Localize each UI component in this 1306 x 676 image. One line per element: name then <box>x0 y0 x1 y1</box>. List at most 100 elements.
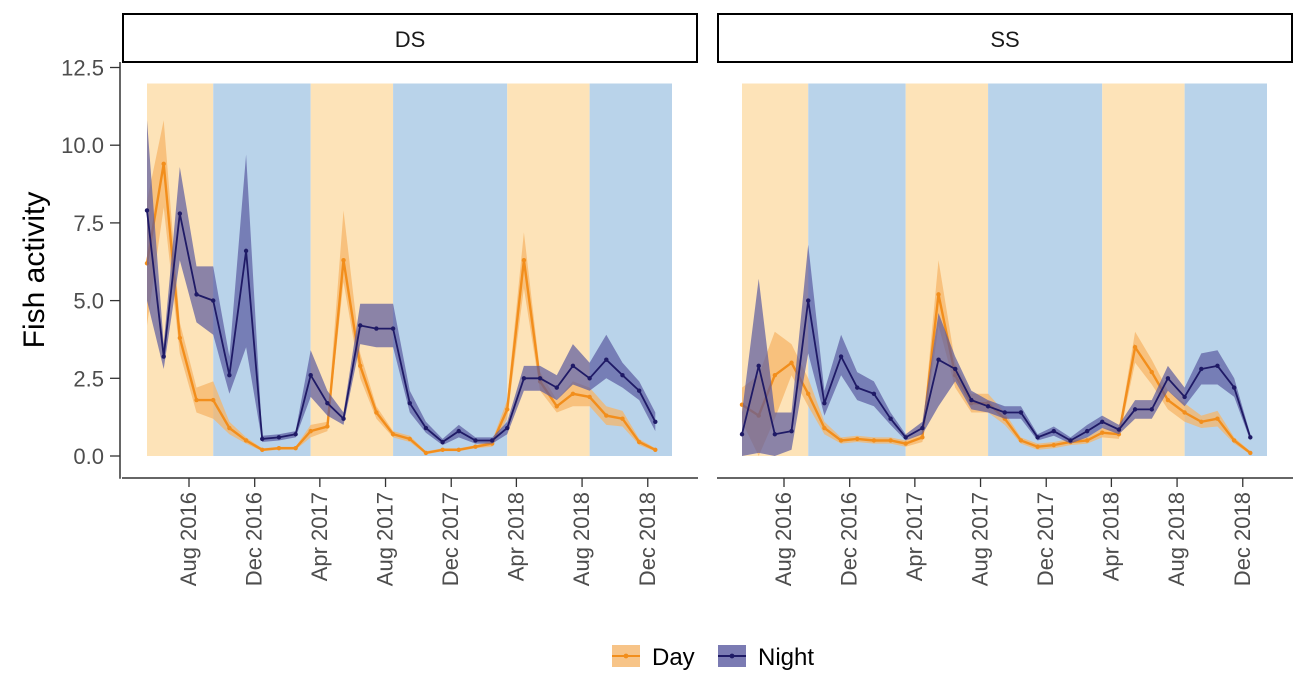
data-point-night <box>570 363 576 369</box>
x-tick-label: Aug 2018 <box>569 492 594 586</box>
data-point-night <box>969 397 974 403</box>
data-point-night <box>1165 376 1171 381</box>
facet-panel-ds: DS Aug 2016 Dec 2016 Apr 2017 Aug 2017 Dec 20… <box>122 13 698 586</box>
data-point-day <box>1199 419 1204 425</box>
x-tick-label: Aug 2018 <box>1164 492 1189 586</box>
data-point-day <box>789 360 794 365</box>
legend-point-day <box>623 653 629 659</box>
data-point-day <box>1035 444 1040 449</box>
data-point-day <box>871 438 877 443</box>
data-point-night <box>341 416 346 421</box>
data-point-night <box>260 436 265 442</box>
facet-panel-ss: SS Aug 2016 Dec 2016 Apr 2017 Aug 2017 Dec 20… <box>717 13 1293 586</box>
data-point-day <box>1165 397 1171 403</box>
data-point-night <box>276 435 282 440</box>
data-point-night <box>440 439 445 445</box>
data-point-night <box>920 425 925 431</box>
data-point-day <box>341 257 346 263</box>
data-point-day <box>260 447 265 452</box>
data-point-night <box>1051 428 1056 434</box>
legend-label-day: Day <box>652 644 695 671</box>
data-point-day <box>505 407 510 412</box>
data-point-day <box>920 435 925 440</box>
data-point-night <box>855 385 860 390</box>
data-point-night <box>1231 385 1237 390</box>
data-point-day <box>855 436 860 442</box>
data-point-day <box>276 446 282 451</box>
data-point-day <box>1100 430 1105 435</box>
x-tick-label: Aug 2017 <box>968 492 993 586</box>
data-point-night <box>521 376 527 381</box>
data-point-night <box>953 366 958 372</box>
data-point-day <box>1084 438 1090 443</box>
facet-strip <box>122 13 698 63</box>
data-point-day <box>806 391 811 397</box>
data-point-day <box>161 161 166 167</box>
data-point-night <box>653 419 658 425</box>
data-point-day <box>374 410 379 415</box>
data-point-day <box>177 335 183 341</box>
y-tick-label: 10.0 <box>61 133 104 158</box>
data-point-day <box>358 363 363 369</box>
data-point-night <box>423 425 429 431</box>
data-point-night <box>936 357 941 362</box>
data-point-night <box>211 298 216 303</box>
data-point-day <box>772 372 778 378</box>
data-point-day <box>1132 345 1138 350</box>
data-point-night <box>636 388 642 393</box>
data-point-night <box>293 432 298 437</box>
data-point-night <box>903 435 908 440</box>
data-point-night <box>1116 427 1122 432</box>
data-point-night <box>194 292 199 297</box>
ribbon-night <box>742 244 1251 456</box>
data-point-day <box>1182 410 1187 415</box>
x-tick-label: Apr 2018 <box>1098 492 1123 581</box>
data-point-night <box>390 326 396 331</box>
data-point-day <box>888 438 893 443</box>
period-band-night <box>213 83 311 456</box>
y-tick-label: 12.5 <box>61 56 104 81</box>
y-axis-title: Fish activity <box>18 192 51 349</box>
data-point-night <box>806 298 811 303</box>
data-point-day <box>390 432 396 437</box>
y-tick-label: 7.5 <box>73 211 104 236</box>
data-point-night <box>1149 407 1154 412</box>
data-point-night <box>227 372 232 378</box>
facet-strip <box>717 13 1293 63</box>
facet-strip-label: DS <box>395 27 426 52</box>
data-point-day <box>936 292 941 297</box>
series-line-night <box>146 210 657 444</box>
period-band-night <box>1184 83 1267 456</box>
data-point-day <box>440 447 445 452</box>
x-tick-label: Apr 2018 <box>503 492 528 581</box>
data-point-night <box>1002 410 1007 415</box>
data-point-day <box>822 425 827 431</box>
data-point-night <box>620 372 625 378</box>
data-point-night <box>1018 410 1024 415</box>
x-tick-label: Aug 2016 <box>176 492 201 586</box>
data-point-night <box>1215 363 1220 369</box>
data-point-day <box>227 425 232 431</box>
data-point-night <box>1132 407 1138 412</box>
data-point-night <box>1248 435 1253 440</box>
data-point-day <box>570 391 576 397</box>
data-point-night <box>456 428 461 434</box>
series-line-day <box>145 163 656 455</box>
data-point-night <box>1182 394 1187 400</box>
data-point-night <box>144 208 150 213</box>
data-point-day <box>473 444 478 449</box>
data-point-day <box>521 257 527 263</box>
data-point-night <box>871 391 877 397</box>
data-point-night <box>325 400 330 406</box>
data-point-night <box>473 438 478 443</box>
facet-strip-label: SS <box>990 27 1019 52</box>
data-point-night <box>407 400 412 406</box>
series-line-night <box>741 300 1252 442</box>
data-point-day <box>903 441 908 446</box>
period-band-night <box>589 83 672 456</box>
x-tick-label: Dec 2016 <box>837 492 862 586</box>
data-point-night <box>161 354 166 359</box>
data-point-day <box>1051 442 1056 448</box>
